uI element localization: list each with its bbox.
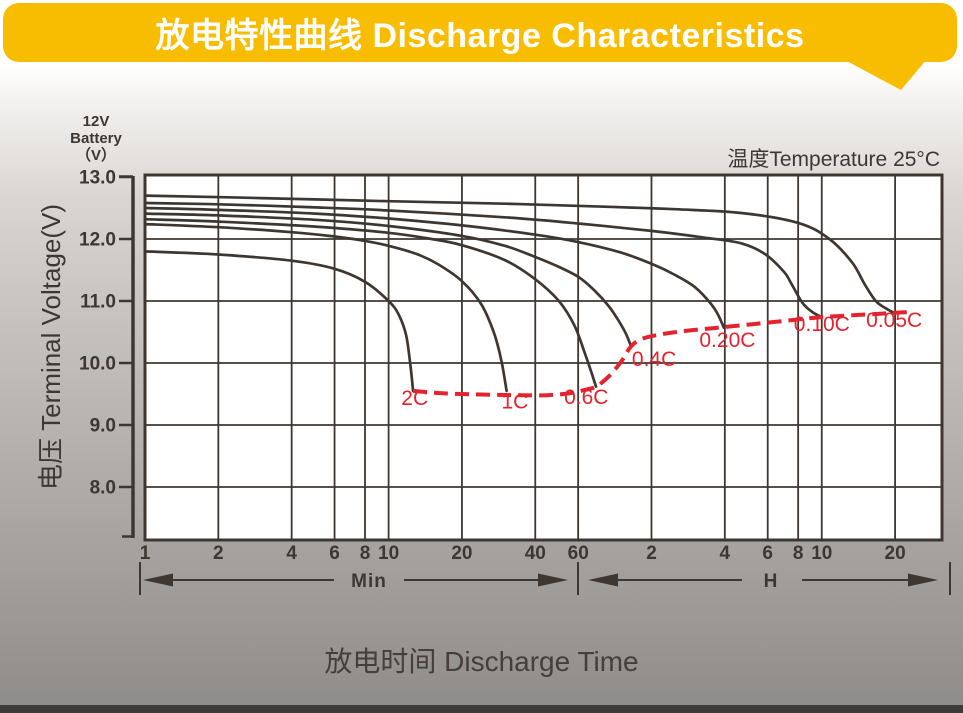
x-tick-label-min: 60 (568, 543, 589, 564)
series-label-1C: 1C (501, 390, 528, 413)
x-tick-label-min: 8 (360, 543, 371, 564)
x-tick-label-hour: 6 (762, 543, 773, 564)
series-curve-0.6C (143, 217, 598, 388)
range-arrowhead (538, 573, 568, 587)
y-tick-label: 12.0 (79, 230, 116, 251)
x-tick-label-hour: 20 (885, 543, 906, 564)
cutoff-line (412, 310, 907, 398)
y-tick-label: 9.0 (90, 416, 116, 437)
battery-note-line-1: 12V (82, 113, 110, 130)
series-label-0.05C: 0.05C (866, 309, 922, 332)
bottom-accent-bar (0, 705, 963, 713)
x-tick-label-min: 2 (213, 543, 224, 564)
battery-note-line-3: （V） (75, 147, 116, 164)
series-label-0.6C: 0.6C (564, 386, 608, 409)
range-arrowhead (908, 573, 938, 587)
series-curve-0.20C (143, 206, 726, 330)
x-axis-title: 放电时间 Discharge Time (324, 646, 639, 677)
battery-note-line-2: Battery (70, 130, 122, 147)
range-arrowhead (588, 573, 618, 587)
series-curve-0.10C (143, 201, 824, 319)
range-arrowhead (143, 573, 173, 587)
h-unit-label: H (764, 571, 779, 592)
series-curve-1C (143, 222, 508, 393)
y-tick-label: 10.0 (79, 354, 116, 375)
page-title: 放电特性曲线 Discharge Characteristics (155, 17, 805, 55)
y-tick-label: 13.0 (79, 168, 116, 189)
x-tick-label-min: 1 (140, 543, 151, 564)
x-tick-label-hour: 10 (811, 543, 832, 564)
x-tick-label-min: 40 (525, 543, 546, 564)
x-tick-label-hour: 2 (646, 543, 657, 564)
plot-border (143, 173, 944, 542)
x-tick-label-hour: 4 (720, 543, 731, 564)
series-label-0.20C: 0.20C (699, 329, 755, 352)
series-label-0.4C: 0.4C (632, 348, 676, 371)
x-tick-label-min: 20 (451, 543, 472, 564)
x-tick-label-min: 10 (378, 543, 399, 564)
y-tick-label: 11.0 (80, 292, 116, 313)
series-curve-0.05C (143, 194, 897, 315)
series-curve-2C (143, 250, 415, 393)
x-tick-label-min: 4 (286, 543, 297, 564)
series-curve-0.4C (143, 212, 633, 348)
battery-note: 12V Battery （V） (48, 113, 144, 164)
min-unit-label: Min (351, 571, 387, 592)
x-tick-label-min: 6 (329, 543, 340, 564)
x-tick-label-hour: 8 (793, 543, 804, 564)
y-tick-label: 8.0 (90, 478, 116, 499)
series-label-0.10C: 0.10C (794, 313, 850, 336)
temperature-note: 温度Temperature 25°C (727, 148, 940, 171)
title-banner: 放电特性曲线 Discharge Characteristics (3, 3, 957, 62)
series-label-2C: 2C (401, 387, 428, 410)
